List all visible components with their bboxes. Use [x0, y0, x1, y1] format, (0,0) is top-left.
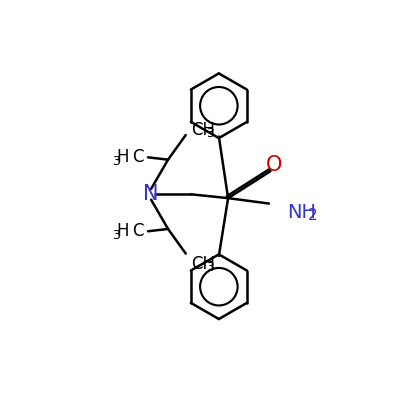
Text: C: C: [133, 222, 144, 240]
Text: O: O: [266, 155, 282, 175]
Text: 3: 3: [112, 229, 120, 242]
Text: 3: 3: [206, 261, 214, 274]
Text: 3: 3: [112, 155, 120, 168]
Text: CH: CH: [191, 254, 215, 273]
Text: NH: NH: [287, 202, 316, 222]
Text: N: N: [143, 184, 159, 204]
Text: H: H: [116, 222, 129, 240]
Text: H: H: [116, 148, 129, 166]
Text: 2: 2: [308, 208, 317, 223]
Text: CH: CH: [191, 121, 215, 139]
Text: 3: 3: [206, 127, 214, 140]
Text: C: C: [133, 148, 144, 166]
